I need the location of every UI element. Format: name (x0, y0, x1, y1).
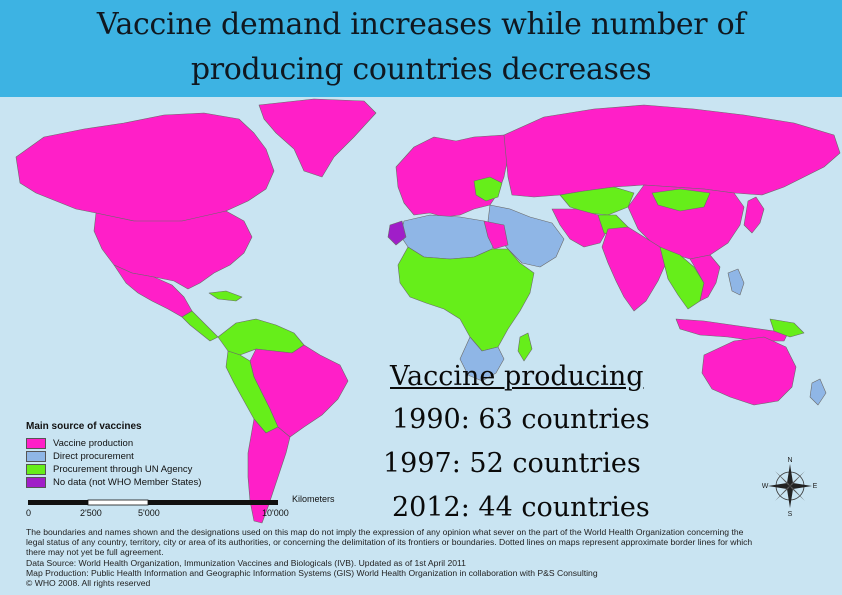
region-caribbean (208, 290, 243, 302)
legend-swatch-direct-procurement (26, 450, 46, 462)
region-europe (395, 134, 509, 218)
region-australia (701, 336, 797, 406)
scale-bar-graphic (28, 499, 278, 506)
legend-swatch-un-procurement (26, 463, 46, 475)
title-line-1: Vaccine demand increases while number of (96, 7, 746, 42)
scale-tick: 0 (26, 508, 32, 518)
legend-swatch-no-data (26, 476, 46, 488)
compass-rose-icon: N S W E (762, 455, 818, 518)
region-greenland (258, 98, 377, 178)
stats-heading: Vaccine producing (390, 361, 644, 392)
title-banner: Vaccine demand increases while number of… (0, 0, 842, 97)
map-legend: Main source of vaccines Vaccine producti… (26, 421, 266, 489)
legend-item: Vaccine production (26, 437, 266, 449)
legend-item: Procurement through UN Agency (26, 463, 266, 475)
legend-label: Direct procurement (53, 450, 134, 462)
legend-title: Main source of vaccines (26, 421, 142, 432)
region-indonesia (675, 318, 789, 342)
stat-1990: 1990: 63 countries (392, 404, 650, 435)
region-philippines (727, 268, 745, 296)
world-map-svg (15, 98, 841, 524)
region-japan (743, 196, 765, 234)
data-source-line: Data Source: World Health Organization, … (26, 557, 466, 568)
scale-bar: Kilometers 0 2'500 5'000 10'000 (26, 494, 346, 520)
region-mongolia (651, 188, 711, 212)
region-russia (503, 104, 841, 198)
legend-label: Procurement through UN Agency (53, 463, 193, 475)
region-usa (93, 210, 253, 290)
title-line-2: producing countries decreases (190, 52, 652, 87)
scale-unit: Kilometers (292, 494, 335, 504)
compass-e: E (813, 483, 818, 490)
stat-1997: 1997: 52 countries (383, 448, 641, 479)
region-sub-saharan-africa (397, 246, 535, 352)
legend-swatch-vaccine-production (26, 437, 46, 449)
scale-tick: 5'000 (138, 508, 160, 518)
legend-label: No data (not WHO Member States) (53, 476, 202, 488)
region-new-zealand (809, 378, 827, 406)
region-india (601, 226, 667, 312)
stat-2012: 2012: 44 countries (392, 492, 650, 523)
region-morocco (387, 220, 407, 246)
region-canada (15, 112, 275, 224)
compass-n: N (787, 457, 792, 464)
region-southern-cone (247, 418, 291, 524)
map-disclaimer: The boundaries and names shown and the d… (26, 527, 826, 588)
region-iran (551, 208, 609, 248)
region-southeast-mainland (659, 246, 705, 310)
legend-label: Vaccine production (53, 437, 134, 449)
region-eastern-europe (473, 176, 503, 202)
disclaimer-line: there may not yet be full agreement. (26, 547, 164, 558)
region-southern-africa (459, 336, 505, 382)
disclaimer-line: The boundaries and names shown and the d… (26, 527, 744, 537)
region-egypt (483, 220, 509, 250)
region-png (769, 318, 805, 338)
region-central-america (181, 310, 219, 342)
region-madagascar (517, 332, 533, 362)
world-map (4, 97, 842, 595)
legend-item: No data (not WHO Member States) (26, 476, 266, 488)
scale-tick: 2'500 (80, 508, 102, 518)
map-production-line: Map Production: Public Health Informatio… (26, 567, 598, 578)
compass-s: S (788, 511, 793, 517)
copyright-line: © WHO 2008. All rights reserved (26, 578, 151, 589)
scale-tick: 10'000 (262, 508, 289, 518)
region-indochina (689, 254, 721, 302)
disclaimer-line: legal status of any country, territory, … (26, 537, 753, 548)
compass-w: W (762, 483, 769, 490)
legend-item: Direct procurement (26, 450, 266, 462)
